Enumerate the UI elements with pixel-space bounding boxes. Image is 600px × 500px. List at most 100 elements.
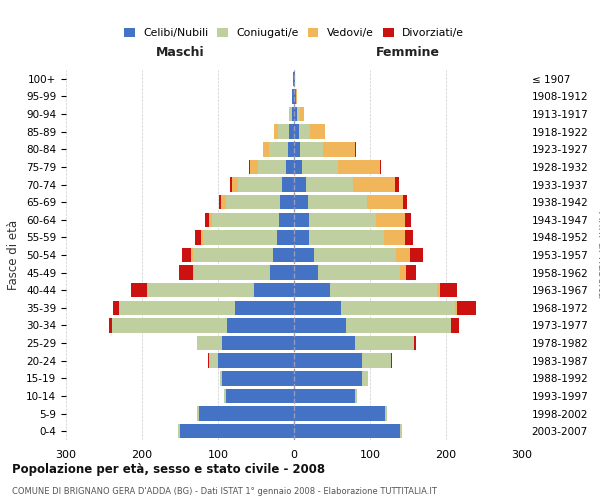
Bar xyxy=(263,142,269,156)
Bar xyxy=(148,283,254,298)
Bar xyxy=(257,160,286,174)
Bar xyxy=(197,336,222,350)
Bar xyxy=(300,107,304,122)
Bar xyxy=(451,318,459,332)
Bar xyxy=(254,283,294,298)
Bar xyxy=(376,212,405,227)
Bar xyxy=(221,195,226,210)
Bar xyxy=(178,424,180,438)
Bar xyxy=(294,424,400,438)
Bar xyxy=(338,160,380,174)
Bar xyxy=(396,248,410,262)
Bar xyxy=(308,195,367,210)
Bar xyxy=(294,142,300,156)
Bar xyxy=(292,89,294,104)
Bar xyxy=(314,248,396,262)
Bar xyxy=(294,354,362,368)
Bar xyxy=(279,212,294,227)
Bar xyxy=(294,371,362,386)
Bar xyxy=(224,388,226,403)
Bar xyxy=(405,230,413,244)
Bar xyxy=(299,124,310,139)
Bar xyxy=(179,266,193,280)
Bar xyxy=(294,89,296,104)
Bar xyxy=(182,248,191,262)
Bar xyxy=(194,266,269,280)
Bar xyxy=(437,283,440,298)
Bar xyxy=(293,72,294,86)
Bar xyxy=(278,124,289,139)
Y-axis label: Anni di nascita: Anni di nascita xyxy=(595,212,600,298)
Bar xyxy=(249,160,250,174)
Bar xyxy=(355,388,357,403)
Bar xyxy=(391,354,392,368)
Bar xyxy=(195,230,201,244)
Bar xyxy=(355,336,414,350)
Bar xyxy=(319,266,400,280)
Bar xyxy=(403,195,407,210)
Bar xyxy=(400,266,406,280)
Bar xyxy=(191,248,193,262)
Bar xyxy=(294,406,385,421)
Bar xyxy=(269,142,288,156)
Bar xyxy=(294,160,302,174)
Bar xyxy=(400,424,402,438)
Bar xyxy=(113,300,119,315)
Bar xyxy=(294,72,295,86)
Bar xyxy=(286,160,294,174)
Bar xyxy=(355,142,356,156)
Bar xyxy=(218,354,294,368)
Bar xyxy=(410,248,423,262)
Bar xyxy=(294,107,297,122)
Bar xyxy=(209,212,212,227)
Bar xyxy=(309,212,376,227)
Bar xyxy=(269,266,294,280)
Bar xyxy=(197,406,199,421)
Bar xyxy=(289,124,294,139)
Bar xyxy=(203,230,277,244)
Bar xyxy=(193,248,273,262)
Bar xyxy=(310,124,325,139)
Bar xyxy=(226,388,294,403)
Bar xyxy=(292,107,294,122)
Bar xyxy=(362,354,391,368)
Bar xyxy=(131,283,148,298)
Bar xyxy=(296,89,297,104)
Text: Popolazione per età, sesso e stato civile - 2008: Popolazione per età, sesso e stato civil… xyxy=(12,462,325,475)
Bar xyxy=(235,300,294,315)
Bar xyxy=(288,142,294,156)
Bar xyxy=(109,318,112,332)
Bar xyxy=(383,230,405,244)
Bar xyxy=(294,266,319,280)
Bar xyxy=(112,318,227,332)
Bar xyxy=(277,230,294,244)
Bar xyxy=(193,266,194,280)
Bar xyxy=(226,195,280,210)
Bar xyxy=(220,371,222,386)
Bar xyxy=(119,300,235,315)
Bar xyxy=(294,178,306,192)
Bar xyxy=(457,300,476,315)
Bar xyxy=(280,195,294,210)
Bar xyxy=(385,406,387,421)
Bar xyxy=(300,142,323,156)
Bar xyxy=(238,178,282,192)
Bar xyxy=(199,406,294,421)
Bar xyxy=(209,354,218,368)
Bar xyxy=(309,230,383,244)
Bar xyxy=(306,178,353,192)
Text: COMUNE DI BRIGNANO GERA D'ADDA (BG) - Dati ISTAT 1° gennaio 2008 - Elaborazione : COMUNE DI BRIGNANO GERA D'ADDA (BG) - Da… xyxy=(12,488,437,496)
Bar xyxy=(230,178,232,192)
Bar xyxy=(250,160,257,174)
Bar xyxy=(294,300,341,315)
Bar xyxy=(367,195,403,210)
Bar xyxy=(289,107,292,122)
Bar xyxy=(273,248,294,262)
Bar xyxy=(208,354,209,368)
Bar xyxy=(353,178,395,192)
Bar xyxy=(297,107,300,122)
Legend: Celibi/Nubili, Coniugati/e, Vedovi/e, Divorziati/e: Celibi/Nubili, Coniugati/e, Vedovi/e, Di… xyxy=(119,24,469,42)
Bar xyxy=(341,300,455,315)
Bar xyxy=(227,318,294,332)
Bar xyxy=(212,212,279,227)
